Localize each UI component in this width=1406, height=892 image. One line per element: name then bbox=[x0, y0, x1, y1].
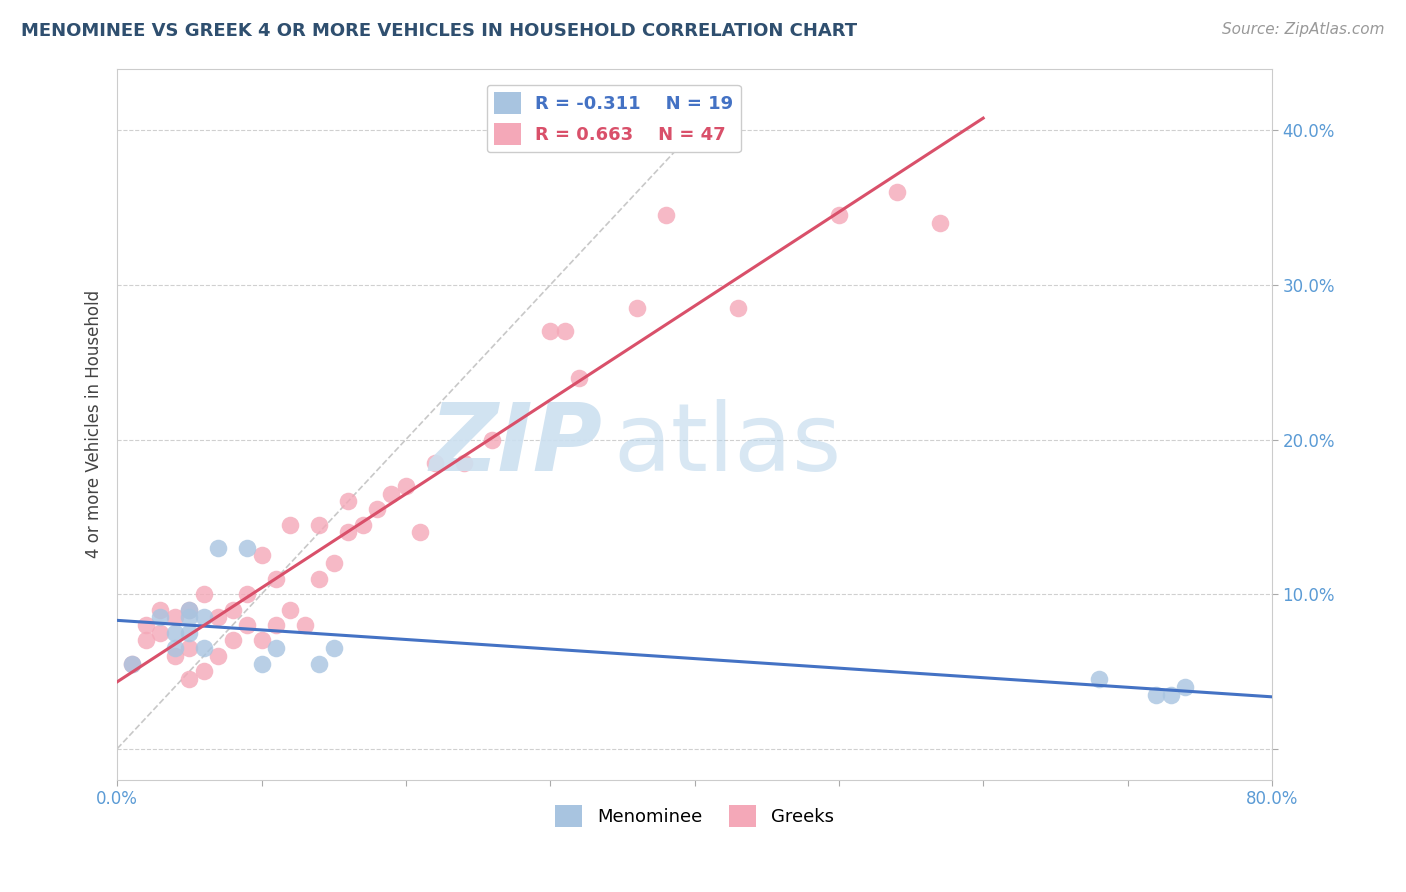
Point bbox=[236, 587, 259, 601]
Point bbox=[395, 479, 418, 493]
Point bbox=[626, 301, 648, 315]
Point bbox=[380, 486, 402, 500]
Text: atlas: atlas bbox=[613, 400, 842, 491]
Point bbox=[294, 618, 316, 632]
Point bbox=[250, 657, 273, 671]
Point bbox=[179, 602, 201, 616]
Point bbox=[135, 618, 157, 632]
Point bbox=[236, 541, 259, 555]
Point bbox=[207, 541, 229, 555]
Legend: Menominee, Greeks: Menominee, Greeks bbox=[548, 798, 841, 835]
Point bbox=[149, 602, 172, 616]
Point bbox=[453, 456, 475, 470]
Point bbox=[193, 641, 215, 656]
Point bbox=[568, 370, 591, 384]
Point bbox=[654, 208, 676, 222]
Point bbox=[1087, 672, 1109, 686]
Point bbox=[828, 208, 851, 222]
Point bbox=[264, 641, 287, 656]
Point bbox=[179, 672, 201, 686]
Point bbox=[163, 641, 186, 656]
Point bbox=[163, 625, 186, 640]
Point bbox=[163, 610, 186, 624]
Point bbox=[179, 641, 201, 656]
Point bbox=[423, 456, 446, 470]
Point bbox=[322, 556, 344, 570]
Point bbox=[538, 324, 561, 338]
Point bbox=[308, 657, 330, 671]
Point bbox=[221, 633, 243, 648]
Point bbox=[1144, 688, 1167, 702]
Point bbox=[121, 657, 143, 671]
Point bbox=[121, 657, 143, 671]
Point bbox=[366, 502, 388, 516]
Point bbox=[337, 494, 360, 508]
Point bbox=[1160, 688, 1182, 702]
Point bbox=[149, 610, 172, 624]
Point bbox=[352, 517, 374, 532]
Point bbox=[554, 324, 576, 338]
Point bbox=[886, 185, 908, 199]
Point bbox=[135, 633, 157, 648]
Point bbox=[280, 602, 302, 616]
Y-axis label: 4 or more Vehicles in Household: 4 or more Vehicles in Household bbox=[86, 290, 103, 558]
Point bbox=[179, 602, 201, 616]
Point bbox=[1174, 680, 1197, 694]
Text: ZIP: ZIP bbox=[429, 400, 602, 491]
Point bbox=[250, 549, 273, 563]
Point bbox=[179, 610, 201, 624]
Point bbox=[207, 648, 229, 663]
Text: Source: ZipAtlas.com: Source: ZipAtlas.com bbox=[1222, 22, 1385, 37]
Point bbox=[409, 525, 432, 540]
Point bbox=[280, 517, 302, 532]
Point bbox=[337, 525, 360, 540]
Point bbox=[250, 633, 273, 648]
Point bbox=[264, 618, 287, 632]
Point bbox=[322, 641, 344, 656]
Point bbox=[179, 625, 201, 640]
Point bbox=[193, 587, 215, 601]
Point bbox=[727, 301, 749, 315]
Point bbox=[207, 610, 229, 624]
Point bbox=[481, 433, 503, 447]
Point bbox=[149, 625, 172, 640]
Point bbox=[308, 572, 330, 586]
Point bbox=[264, 572, 287, 586]
Point bbox=[308, 517, 330, 532]
Point bbox=[193, 610, 215, 624]
Point bbox=[163, 648, 186, 663]
Point bbox=[193, 665, 215, 679]
Point bbox=[928, 216, 950, 230]
Text: MENOMINEE VS GREEK 4 OR MORE VEHICLES IN HOUSEHOLD CORRELATION CHART: MENOMINEE VS GREEK 4 OR MORE VEHICLES IN… bbox=[21, 22, 858, 40]
Point bbox=[221, 602, 243, 616]
Point bbox=[236, 618, 259, 632]
